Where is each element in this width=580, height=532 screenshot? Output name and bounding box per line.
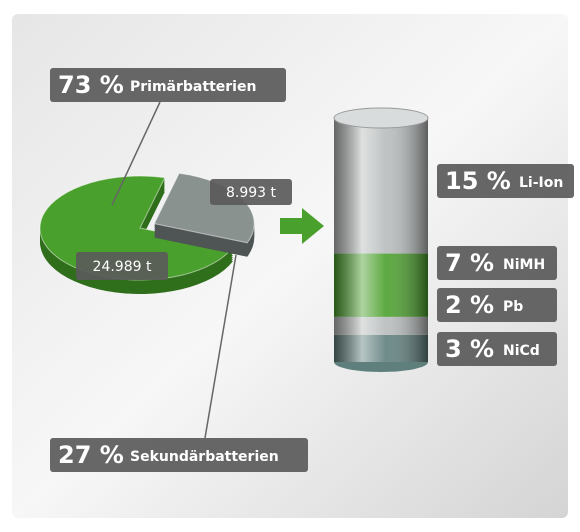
- segment-shading: [334, 118, 428, 254]
- labels: 73 % Primärbatterien 24.989 t 27 % Sekundärb…: [50, 68, 574, 472]
- segment-label-box: [437, 288, 557, 322]
- percent-label: 15 %: [445, 167, 511, 195]
- leader-line: [111, 101, 161, 206]
- category-label: Primärbatterien: [130, 79, 256, 95]
- amount-label: 8.993 t: [226, 185, 277, 201]
- amount-label-box: [210, 179, 292, 205]
- panel: [12, 14, 568, 518]
- percent-label: 3 %: [445, 335, 494, 363]
- segment-shading: [334, 334, 428, 362]
- category-label-box: [50, 438, 308, 472]
- segment-label: Pb: [503, 299, 523, 315]
- segment-shading: [334, 253, 428, 317]
- amount-label: 24.989 t: [93, 259, 152, 275]
- segment-label: NiMH: [503, 257, 545, 273]
- segment-label-box: [437, 164, 574, 198]
- segment-label: NiCd: [503, 343, 540, 359]
- category-label-box: [50, 68, 286, 102]
- segment-label: Li-Ion: [519, 175, 563, 191]
- pie-chart: [39, 172, 255, 295]
- percent-label: 2 %: [445, 291, 494, 319]
- segment-label-box: [437, 246, 557, 280]
- leader-line: [204, 254, 237, 439]
- percent-label: 7 %: [445, 249, 494, 277]
- cylinder-top: [333, 107, 429, 129]
- cylinder-chart: [333, 107, 429, 372]
- percent-label: 73 %: [58, 71, 124, 99]
- amount-label-box: [76, 252, 168, 280]
- cylinder-bottom: [334, 362, 428, 372]
- percent-label: 27 %: [58, 441, 124, 469]
- segment-label-box: [437, 332, 557, 366]
- segment-shading: [334, 316, 428, 335]
- arrow: [280, 208, 324, 244]
- category-label: Sekundärbatterien: [130, 449, 279, 465]
